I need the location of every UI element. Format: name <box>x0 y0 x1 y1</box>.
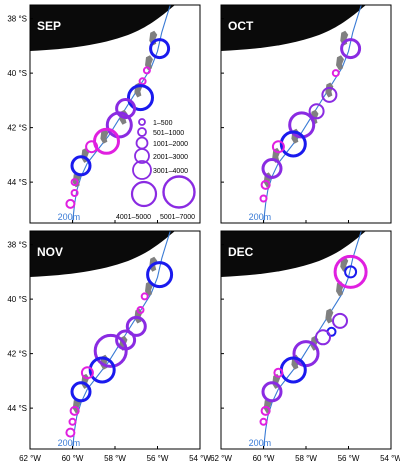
site-circle <box>333 254 368 289</box>
site-circle <box>70 189 79 197</box>
legend-label: 1001–2000 <box>153 141 188 148</box>
site-circle <box>344 265 358 279</box>
site-circle <box>125 315 147 337</box>
site-circle <box>271 140 285 154</box>
legend-label: 1–500 <box>153 120 173 127</box>
lat-tick-label: 44 °S <box>7 178 27 187</box>
lon-tick-label: 60 °W <box>253 454 275 463</box>
island-shape <box>100 128 109 144</box>
lat-tick-label: 44 °S <box>7 404 27 413</box>
legend-circle <box>162 175 196 209</box>
legend-circle <box>134 148 150 164</box>
legend-circle <box>130 180 158 208</box>
lon-tick-label: 56 °W <box>147 454 169 463</box>
lat-tick-label: 38 °S <box>7 15 27 24</box>
lat-tick-label: 40 °S <box>7 295 27 304</box>
site-circle <box>80 366 94 380</box>
site-circle <box>127 84 154 112</box>
site-circle <box>140 292 149 301</box>
lon-tick-label: 60 °W <box>62 454 84 463</box>
site-circle <box>260 405 271 416</box>
axis-layer: 62 °W 60 °W 58 °W 56 °W 54 °W 62 °W 60 °W 58 °W… <box>19 454 400 463</box>
site-circle <box>273 367 284 378</box>
lat-tick-label: 38 °S <box>7 241 27 250</box>
site-circle <box>142 66 151 75</box>
month-label: OCT <box>228 19 254 33</box>
lon-tick-label: 54 °W <box>189 454 211 463</box>
map-panel-sep: SEP 200m 38 °S 40 °S 42 °S 44 °S <box>7 4 201 224</box>
legend-label: 2001–3000 <box>153 154 188 161</box>
site-circle <box>70 155 92 177</box>
island-shape <box>336 55 344 71</box>
land-mass <box>221 5 366 51</box>
isobath-label: 200m <box>58 438 81 448</box>
site-circle <box>279 130 307 158</box>
lon-tick-label: 54 °W <box>380 454 400 463</box>
site-circle <box>315 329 331 346</box>
land-mass <box>30 231 175 277</box>
site-circle <box>70 178 79 187</box>
site-circle <box>259 417 268 426</box>
lat-tick-label: 42 °S <box>7 350 27 359</box>
site-circle <box>88 356 116 384</box>
legend-circle <box>132 160 152 180</box>
site-circle <box>69 405 80 416</box>
map-panel-nov: NOV 200m 38 °S 40 °S 42 °S 44 °S <box>7 230 201 450</box>
site-circle <box>261 381 283 403</box>
site-circle <box>105 111 133 139</box>
site-circle <box>261 158 283 179</box>
site-circle <box>65 198 76 209</box>
lon-tick-label: 58 °W <box>104 454 126 463</box>
legend-circle <box>137 127 147 137</box>
site-circle <box>340 38 362 60</box>
lon-tick-label: 56 °W <box>338 454 360 463</box>
land-mass <box>30 5 175 51</box>
site-circle <box>70 381 92 403</box>
site-circle <box>146 261 174 289</box>
legend-circle <box>138 118 146 126</box>
site-circle <box>149 38 171 60</box>
site-circle <box>331 69 340 78</box>
lon-tick-label: 62 °W <box>19 454 41 463</box>
legend-label: 4001–5000 <box>116 214 151 221</box>
site-circle <box>308 103 325 120</box>
lat-tick-label: 40 °S <box>7 69 27 78</box>
map-panel-oct: OCT 200m <box>220 4 392 224</box>
lon-tick-label: 62 °W <box>210 454 232 463</box>
island-shape <box>325 82 334 98</box>
panel-layer: SEP 200m 38 °S 40 °S 42 °S 44 °S OCT 200m NOV 200… <box>7 4 392 450</box>
site-circle <box>115 98 137 119</box>
site-circle <box>93 333 128 368</box>
legend-label: 3001–4000 <box>153 168 188 175</box>
map-panel-dec: DEC 200m <box>220 230 392 450</box>
map-content <box>221 231 368 449</box>
legend-label: 5001–7000 <box>160 214 195 221</box>
site-circle <box>85 140 99 154</box>
map-content <box>30 231 175 449</box>
site-circle <box>136 306 145 314</box>
map-content <box>221 5 366 223</box>
site-circle <box>260 179 271 190</box>
isobath-label: 200m <box>249 212 272 222</box>
month-label: DEC <box>228 245 254 259</box>
map-content <box>30 5 175 223</box>
legend: 1–500 501–1000 1001–2000 2001–3000 3001–4000… <box>116 118 196 221</box>
isobath-label: 200m <box>249 438 272 448</box>
land-mass <box>221 231 366 277</box>
isobath-label: 200m <box>58 212 81 222</box>
site-circle <box>332 312 348 329</box>
site-circle <box>259 194 268 203</box>
legend-label: 501–1000 <box>153 130 184 137</box>
month-label: SEP <box>37 19 61 33</box>
month-label: NOV <box>37 245 63 259</box>
lon-tick-label: 58 °W <box>295 454 317 463</box>
site-circle <box>321 86 338 103</box>
lat-tick-label: 42 °S <box>7 124 27 133</box>
site-circle <box>68 417 77 426</box>
island-shape <box>325 308 334 324</box>
site-circle <box>65 427 76 438</box>
